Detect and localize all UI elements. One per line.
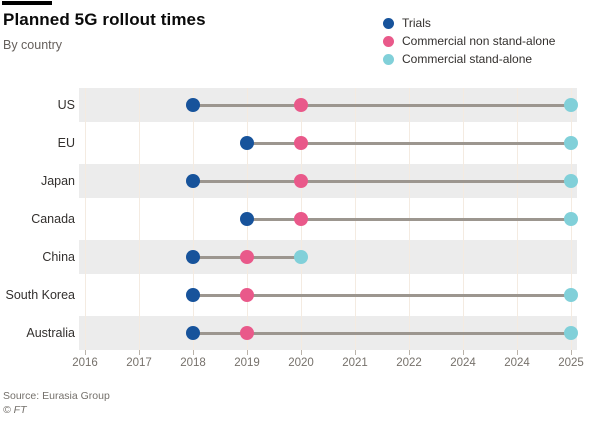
dot-trials <box>186 174 200 188</box>
x-axis-tick-label: 2025 <box>558 357 584 369</box>
dot-trials <box>186 250 200 264</box>
x-axis-tick <box>247 350 248 355</box>
x-axis-tick <box>355 350 356 355</box>
x-axis-tick-label: 2021 <box>342 357 368 369</box>
x-axis-tick-label: 2020 <box>288 357 314 369</box>
dot-non-standalone <box>240 288 254 302</box>
dot-trials <box>186 98 200 112</box>
legend-item-non-standalone: Commercial non stand-alone <box>383 32 555 50</box>
dot-trials <box>186 326 200 340</box>
x-axis-tick <box>85 350 86 355</box>
legend-label-trials: Trials <box>402 16 431 30</box>
x-axis-tick <box>571 350 572 355</box>
country-label: China <box>42 250 75 264</box>
legend-label-standalone: Commercial stand-alone <box>402 52 533 66</box>
dot-standalone <box>564 136 578 150</box>
plot-area <box>79 88 578 350</box>
connector-line <box>193 103 571 107</box>
country-label: Australia <box>26 326 75 340</box>
x-axis-tick <box>193 350 194 355</box>
dot-standalone <box>564 288 578 302</box>
x-axis-tick <box>409 350 410 355</box>
dot-trials <box>240 212 254 226</box>
connector-line <box>247 141 571 145</box>
x-axis-tick-label: 2018 <box>180 357 206 369</box>
chart-subtitle: By country <box>3 38 63 52</box>
dot-non-standalone <box>294 98 308 112</box>
dot-non-standalone <box>240 326 254 340</box>
dot-standalone <box>564 212 578 226</box>
x-axis-tick <box>139 350 140 355</box>
x-axis-tick-label: 2017 <box>126 357 152 369</box>
connector-line <box>193 179 571 183</box>
country-label: Canada <box>31 212 75 226</box>
dot-trials <box>186 288 200 302</box>
dot-standalone <box>564 326 578 340</box>
source-note: Source: Eurasia Group <box>3 390 110 402</box>
x-axis-tick-label: 2019 <box>234 357 260 369</box>
ft-top-bar <box>2 1 52 5</box>
legend: Trials Commercial non stand-alone Commer… <box>383 14 555 68</box>
x-axis-tick <box>463 350 464 355</box>
country-label: US <box>57 98 75 112</box>
x-axis-tick-label: 2016 <box>72 357 98 369</box>
row-band <box>79 240 577 274</box>
connector-line <box>193 293 571 297</box>
gridline <box>139 88 140 350</box>
dot-standalone <box>564 174 578 188</box>
legend-item-standalone: Commercial stand-alone <box>383 50 555 68</box>
dot-non-standalone <box>294 136 308 150</box>
x-axis-tick-label: 2024 <box>504 357 530 369</box>
country-label: Japan <box>40 174 75 188</box>
chart-title: Planned 5G rollout times <box>3 10 206 29</box>
legend-dot-trials-icon <box>383 17 394 29</box>
ft-credit: © FT <box>3 404 27 416</box>
dot-standalone <box>564 98 578 112</box>
legend-dot-standalone-icon <box>383 53 394 65</box>
legend-label-non-standalone: Commercial non stand-alone <box>402 34 556 48</box>
dot-standalone <box>294 250 308 264</box>
gridline <box>193 88 194 350</box>
dot-non-standalone <box>240 250 254 264</box>
x-axis-tick <box>517 350 518 355</box>
dot-non-standalone <box>294 174 308 188</box>
legend-item-trials: Trials <box>383 14 555 32</box>
country-label: South Korea <box>5 288 76 302</box>
connector-line <box>193 331 571 335</box>
legend-dot-non-standalone-icon <box>383 35 394 47</box>
connector-line <box>247 217 571 221</box>
x-axis-tick-label: 2022 <box>396 357 422 369</box>
gridline <box>85 88 86 350</box>
x-axis-tick <box>301 350 302 355</box>
x-axis: 2016 2017 2018 2019 2020 2021 2022 2024 2024 2025 <box>72 350 584 376</box>
x-axis-tick-label: 2024 <box>450 357 476 369</box>
dot-trials <box>240 136 254 150</box>
dot-non-standalone <box>294 212 308 226</box>
y-axis-labels: US EU Japan Canada China South Korea Australia <box>0 88 76 354</box>
country-label: EU <box>57 136 75 150</box>
